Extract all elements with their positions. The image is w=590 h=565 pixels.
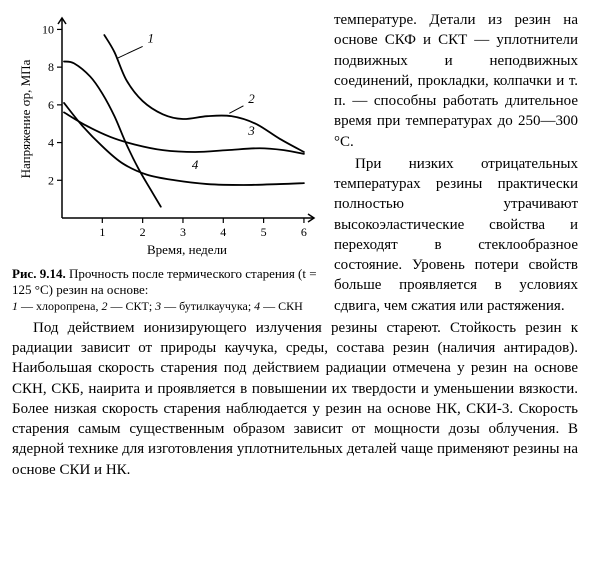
svg-text:4: 4 <box>220 225 226 239</box>
svg-text:3: 3 <box>247 123 255 138</box>
svg-text:2: 2 <box>248 91 255 106</box>
svg-text:10: 10 <box>42 22 54 36</box>
svg-text:4: 4 <box>192 157 199 172</box>
caption-title: Рис. 9.14. Прочность после термического … <box>12 266 324 297</box>
figure-block: 1 2 3 4 5 6 2 4 6 8 10 Время, недели Напряжение σр, … <box>12 10 324 314</box>
svg-text:Напряжение σр, МПа: Напряжение σр, МПа <box>18 59 33 178</box>
svg-text:2: 2 <box>140 225 146 239</box>
svg-text:2: 2 <box>48 173 54 187</box>
svg-text:1: 1 <box>99 225 105 239</box>
svg-text:5: 5 <box>261 225 267 239</box>
svg-text:Время, недели: Время, недели <box>147 242 227 257</box>
svg-text:3: 3 <box>180 225 186 239</box>
caption-legend: 1 — хлоропрена, 2 — СКТ; 3 — бутилкаучук… <box>12 299 324 313</box>
svg-text:4: 4 <box>48 136 54 150</box>
chart: 1 2 3 4 5 6 2 4 6 8 10 Время, недели Напряжение σр, … <box>12 10 324 260</box>
svg-text:8: 8 <box>48 60 54 74</box>
svg-text:6: 6 <box>301 225 307 239</box>
page: 1 2 3 4 5 6 2 4 6 8 10 Время, недели Напряжение σр, … <box>0 0 590 565</box>
svg-text:6: 6 <box>48 98 54 112</box>
paragraph-3: Под действием ионизирующего излучения ре… <box>12 318 578 480</box>
svg-text:1: 1 <box>147 31 154 46</box>
figure-caption: Рис. 9.14. Прочность после термического … <box>12 266 324 314</box>
caption-prefix: Рис. 9.14. <box>12 266 66 281</box>
